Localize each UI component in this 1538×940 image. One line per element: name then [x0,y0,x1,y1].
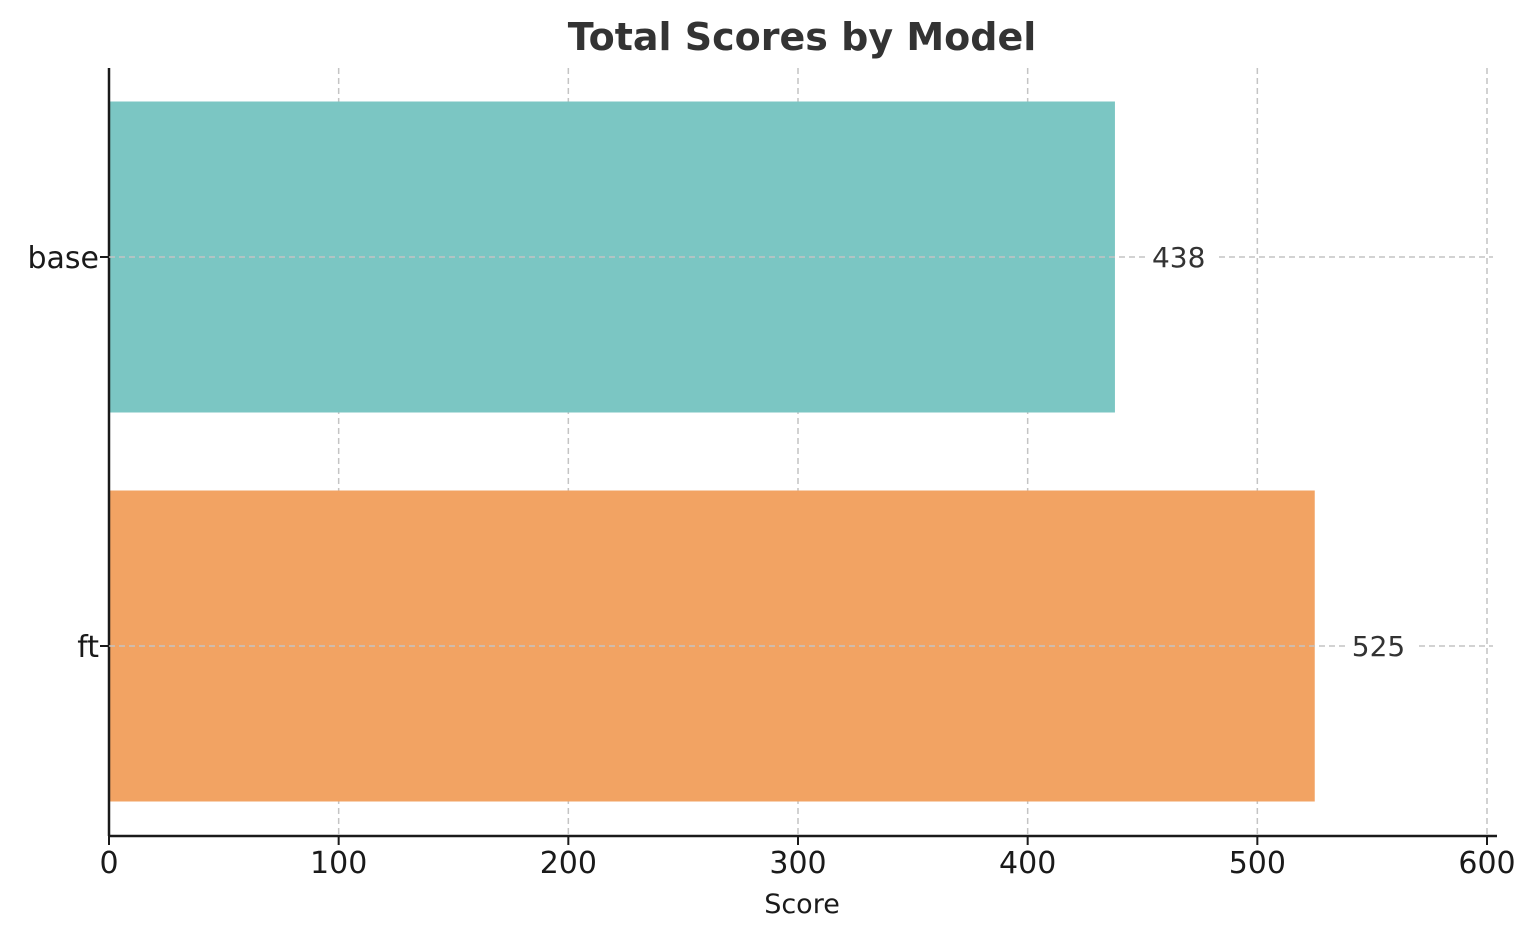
chart-title: Total Scores by Model [568,15,1037,59]
x-tick-label: 600 [1458,846,1515,881]
x-tick-label: 300 [769,846,826,881]
x-axis-title: Score [764,889,840,920]
x-tick-label: 400 [999,846,1056,881]
x-tick-label: 200 [540,846,597,881]
axis-layer: 0 100 200 300 400 500 600 base ft [27,68,1516,881]
x-tick-label: 500 [1229,846,1286,881]
data-label-bg [1145,239,1216,273]
category-label-ft: ft [77,630,99,665]
x-tick-label: 0 [99,846,118,881]
data-label-ft: 525 [1352,630,1405,663]
bar-layer [109,101,1315,802]
data-label-base: 438 [1152,241,1205,274]
data-label-bg [1345,628,1416,662]
x-tick-label: 100 [310,846,367,881]
category-label-base: base [27,241,99,276]
label-layer: 438 525 [109,239,1493,663]
